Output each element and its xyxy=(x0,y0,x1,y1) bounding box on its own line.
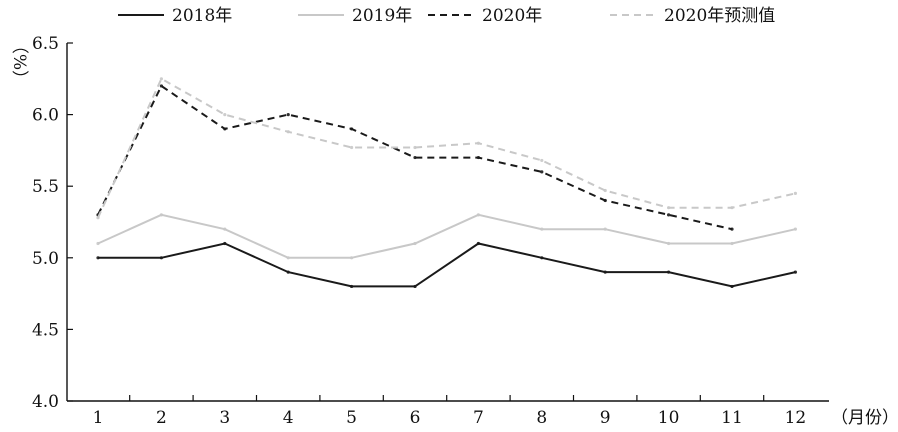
x-tick-label: 5 xyxy=(346,408,357,428)
y-tick-label: 5.0 xyxy=(32,249,59,269)
data-point xyxy=(350,256,354,260)
axes: 4.04.55.05.56.06.51 2 3 4 5 6 7 8 9 10 11 12 （月份）（%） xyxy=(9,34,898,428)
x-axis-label: （月份） xyxy=(831,408,898,428)
data-point xyxy=(603,198,607,203)
data-point xyxy=(667,213,671,217)
data-point xyxy=(476,155,480,160)
data-point xyxy=(413,145,417,150)
y-tick-label: 5.5 xyxy=(32,177,59,197)
legend-label-4: 2020年预测值 xyxy=(664,6,775,26)
data-point xyxy=(540,256,544,260)
data-point xyxy=(286,113,290,117)
data-point xyxy=(730,241,734,246)
data-point xyxy=(413,241,417,246)
data-point xyxy=(476,141,480,145)
y-tick-label: 4.0 xyxy=(32,392,59,412)
x-tick-label: 6 xyxy=(410,408,421,428)
plot-area xyxy=(96,77,798,289)
data-point xyxy=(413,155,417,160)
data-point xyxy=(603,270,607,274)
series-line-3 xyxy=(97,84,733,231)
data-point xyxy=(540,170,544,174)
data-point xyxy=(223,113,227,117)
data-point xyxy=(730,284,734,289)
data-point xyxy=(793,227,798,231)
series-line-2 xyxy=(97,213,796,259)
data-point xyxy=(667,241,671,246)
data-point xyxy=(413,284,417,289)
data-point xyxy=(159,77,163,81)
y-tick-label: 6.5 xyxy=(32,34,59,54)
legend: 2018年 2019年 2020年 2020年预测值 xyxy=(118,6,775,26)
data-point xyxy=(223,127,227,131)
data-point xyxy=(286,130,290,134)
data-point xyxy=(476,241,480,246)
data-point xyxy=(159,256,163,260)
data-point xyxy=(350,127,354,131)
data-point xyxy=(286,270,290,274)
series-line-4 xyxy=(97,77,796,219)
data-point xyxy=(223,241,227,246)
data-point xyxy=(96,216,100,220)
data-point xyxy=(793,270,798,274)
data-point xyxy=(159,84,163,88)
data-point xyxy=(730,227,734,231)
legend-label-3: 2020年 xyxy=(482,6,542,26)
x-tick-label: 9 xyxy=(600,408,611,428)
data-point xyxy=(350,145,354,150)
legend-label-2: 2019年 xyxy=(352,6,412,26)
data-point xyxy=(603,227,607,231)
x-tick-label: 1 xyxy=(93,408,104,428)
data-point xyxy=(96,241,100,246)
data-point xyxy=(476,213,480,217)
series-line-1 xyxy=(98,242,796,288)
x-tick-label: 12 xyxy=(785,408,807,428)
y-tick-label: 4.5 xyxy=(32,320,59,340)
data-point xyxy=(286,256,290,260)
y-tick-label: 6.0 xyxy=(32,106,59,126)
data-point xyxy=(540,158,544,163)
x-tick-label: 10 xyxy=(658,408,680,428)
data-point xyxy=(223,227,227,231)
x-tick-label: 11 xyxy=(721,408,743,428)
x-tick-label: 2 xyxy=(156,408,167,428)
legend-label-1: 2018年 xyxy=(172,6,232,26)
data-point xyxy=(350,284,354,289)
data-point xyxy=(730,206,734,210)
x-tick-label: 4 xyxy=(283,408,294,428)
x-tick-label: 7 xyxy=(473,408,484,428)
data-point xyxy=(603,188,607,193)
data-point xyxy=(96,256,100,260)
x-tick-label: 3 xyxy=(219,408,230,428)
data-point xyxy=(667,270,671,274)
y-axis-label: （%） xyxy=(9,37,29,87)
data-point xyxy=(540,227,544,231)
data-point xyxy=(159,213,163,217)
data-point xyxy=(793,191,798,195)
data-point xyxy=(667,206,671,210)
x-tick-label: 8 xyxy=(536,408,547,428)
